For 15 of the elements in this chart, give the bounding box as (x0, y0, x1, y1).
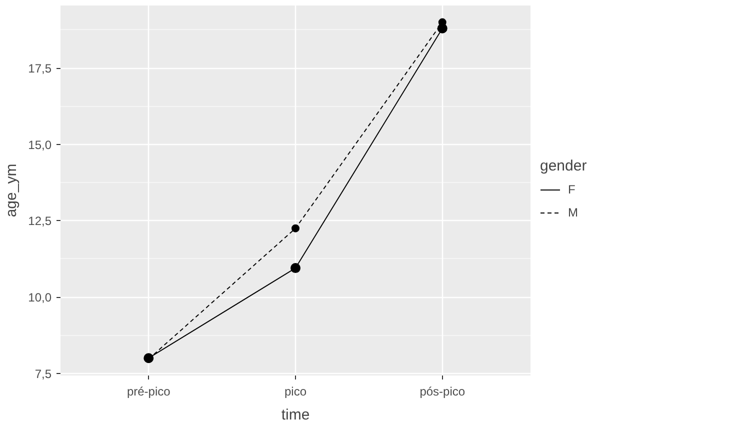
x-tick-label: pico (284, 384, 307, 398)
x-axis-title: time (281, 406, 310, 424)
x-tick-label: pós-pico (420, 384, 466, 398)
legend-label: F (568, 182, 576, 196)
x-tick-label: pré-pico (126, 384, 171, 398)
y-tick-label: 7,5 (34, 366, 52, 381)
y-tick-label: 15,0 (28, 138, 52, 152)
point (292, 224, 300, 232)
point (290, 263, 300, 274)
y-tick-label: 17,5 (28, 62, 52, 76)
y-tick-label: 12,5 (28, 214, 52, 228)
y-tick-label: 10,0 (28, 290, 52, 305)
legend-title: gender (540, 158, 588, 174)
legend-label: M (568, 206, 579, 220)
y-axis-title: age_ym (3, 164, 20, 218)
